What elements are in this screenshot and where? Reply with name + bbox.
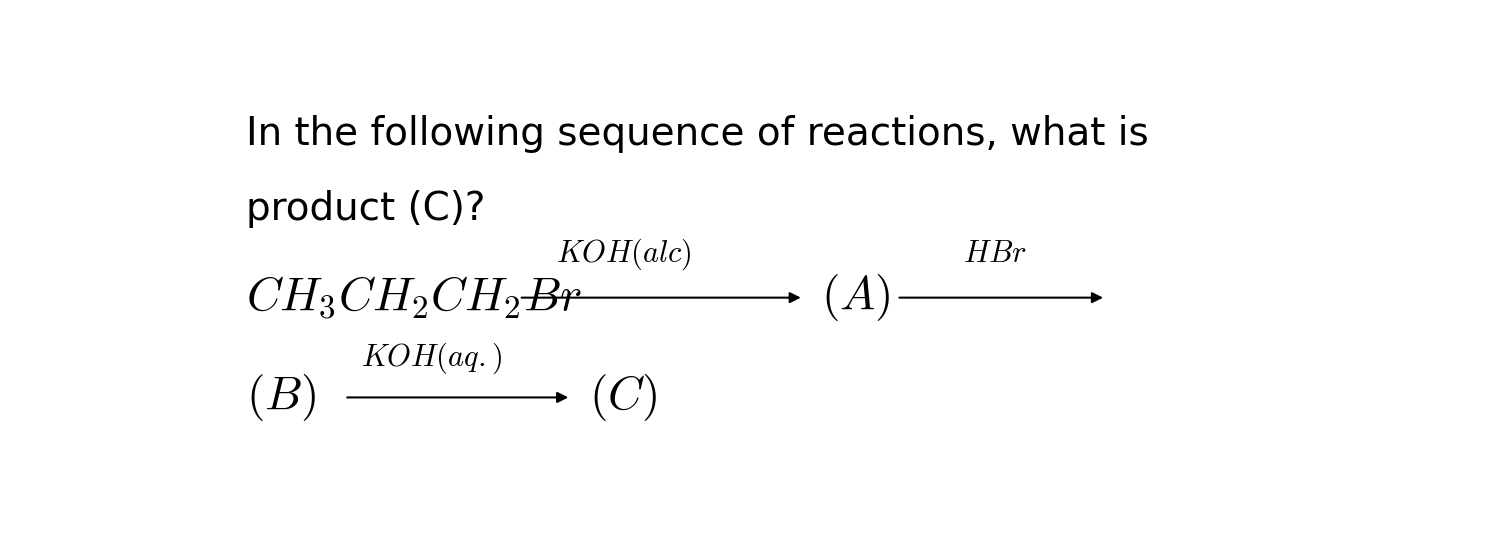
Text: $\mathit{(A)}$: $\mathit{(A)}$ bbox=[821, 272, 891, 323]
Text: $\mathit{(B)}$: $\mathit{(B)}$ bbox=[246, 372, 315, 423]
Text: $\mathit{CH_3CH_2CH_2Br}$: $\mathit{CH_3CH_2CH_2Br}$ bbox=[246, 275, 582, 320]
Text: $\mathit{KOH(aq.)}$: $\mathit{KOH(aq.)}$ bbox=[362, 340, 502, 376]
Text: product (C)?: product (C)? bbox=[246, 190, 484, 227]
Text: In the following sequence of reactions, what is: In the following sequence of reactions, … bbox=[246, 114, 1149, 153]
Text: $\mathit{(C)}$: $\mathit{(C)}$ bbox=[588, 372, 657, 423]
Text: $\mathit{HBr}$: $\mathit{HBr}$ bbox=[963, 239, 1028, 268]
Text: $\mathit{KOH(alc)}$: $\mathit{KOH(alc)}$ bbox=[555, 237, 692, 272]
